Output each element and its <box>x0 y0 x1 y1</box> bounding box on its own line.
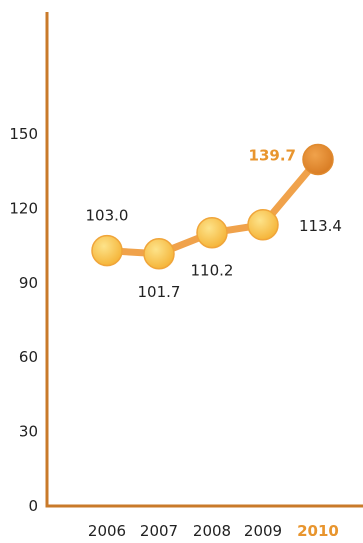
data-point <box>143 238 175 270</box>
y-tick-label: 150 <box>9 125 38 143</box>
data-label: 110.2 <box>191 262 234 280</box>
data-label: 101.7 <box>138 283 181 301</box>
x-tick-label: 2008 <box>193 522 231 540</box>
y-tick-label: 30 <box>19 423 38 441</box>
data-labels: 103.0 101.7 110.2 113.4 139.7 <box>86 147 342 301</box>
y-tick-label: 90 <box>19 274 38 292</box>
x-tick-label: 2010 <box>297 522 339 540</box>
y-tick-label: 0 <box>28 497 38 515</box>
y-tick-label: 60 <box>19 348 38 366</box>
data-label: 103.0 <box>86 207 129 225</box>
data-point <box>247 209 279 241</box>
x-tick-label: 2006 <box>88 522 126 540</box>
data-label: 113.4 <box>299 217 342 235</box>
data-point <box>91 234 123 267</box>
y-tick-label: 120 <box>9 199 38 217</box>
y-tick-labels: 0 30 60 90 120 150 <box>9 125 38 515</box>
data-point-highlight <box>302 143 334 176</box>
x-tick-label: 2007 <box>140 522 178 540</box>
x-tick-labels: 2006 2007 2008 2009 2010 <box>88 522 339 540</box>
data-point <box>196 216 228 249</box>
data-points <box>91 143 334 270</box>
data-label: 139.7 <box>249 147 296 165</box>
x-tick-label: 2009 <box>244 522 282 540</box>
